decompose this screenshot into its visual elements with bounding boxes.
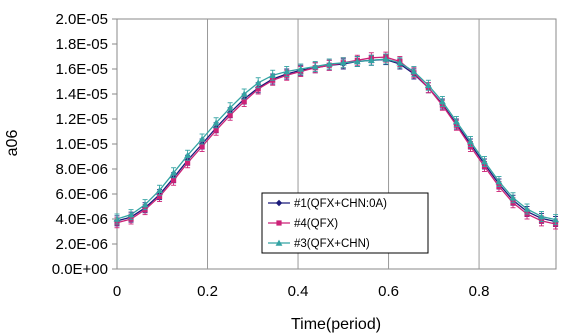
y-tick-label: 1.4E-05: [55, 86, 108, 103]
data-point: [481, 158, 488, 165]
data-point: [424, 81, 432, 88]
y-tick-label: 1.8E-05: [55, 36, 108, 53]
legend: #1(QFX+CHN:0A) #4(QFX) #3(QFX+CHN): [261, 192, 429, 254]
data-point: [410, 68, 418, 75]
data-point: [311, 63, 319, 70]
y-tick-label: 6.0E-06: [55, 186, 108, 203]
y-tick-label: 8.0E-06: [55, 161, 108, 178]
data-point: [240, 90, 248, 97]
x-tick-label: 0: [113, 283, 121, 300]
legend-label: #4(QFX): [294, 218, 338, 230]
data-point: [226, 104, 234, 111]
data-point: [297, 65, 305, 72]
y-tick-label: 4.0E-06: [55, 211, 108, 228]
legend-item: #1(QFX+CHN:0A): [268, 198, 387, 210]
data-point: [254, 79, 262, 86]
data-point: [439, 98, 446, 105]
legend-marker: [275, 199, 283, 207]
data-point: [325, 60, 333, 67]
legend-marker: [275, 239, 283, 246]
data-point: [156, 186, 163, 193]
legend-item: #4(QFX): [268, 218, 338, 230]
x-axis-ticks: 0 0.2 0.4 0.6 0.8: [113, 283, 490, 300]
data-point: [523, 205, 531, 212]
y-tick-label: 0.0E+00: [52, 261, 108, 278]
data-point: [255, 86, 261, 92]
x-tick-label: 0.6: [378, 283, 399, 300]
data-point: [467, 138, 474, 145]
x-tick-label: 0.4: [288, 283, 309, 300]
y-axis-ticks: 0.0E+00 2.0E-06 4.0E-06 6.0E-06 8.0E-06 1.0E-…: [52, 11, 117, 278]
legend-item: #3(QFX+CHN): [268, 238, 370, 250]
x-tick-label: 0.2: [197, 283, 218, 300]
legend-label: #1(QFX+CHN:0A): [294, 198, 387, 210]
y-axis-title: a06: [4, 130, 21, 157]
data-point: [199, 143, 205, 150]
data-point: [353, 58, 361, 65]
data-point: [495, 178, 503, 185]
y-tick-label: 1.0E-05: [55, 136, 108, 153]
x-axis-title: Time(period): [291, 316, 381, 333]
legend-label: #3(QFX+CHN): [294, 238, 370, 250]
data-point: [382, 55, 390, 62]
data-point: [184, 151, 192, 158]
data-point: [367, 56, 375, 63]
y-tick-label: 1.2E-05: [55, 111, 108, 128]
y-tick-label: 2.0E-05: [55, 11, 108, 28]
y-tick-label: 2.0E-06: [55, 236, 108, 253]
data-point: [552, 216, 559, 223]
data-point: [198, 135, 206, 142]
data-point: [212, 119, 220, 126]
series-layer: [113, 51, 559, 230]
data-point: [213, 127, 219, 133]
data-point: [509, 194, 517, 201]
data-point: [227, 112, 233, 118]
data-point: [283, 68, 291, 75]
data-point: [538, 213, 545, 220]
data-point: [170, 169, 177, 176]
y-tick-label: 1.6E-05: [55, 61, 108, 78]
data-point: [141, 201, 149, 208]
legend-items: #1(QFX+CHN:0A) #4(QFX) #3(QFX+CHN): [268, 198, 387, 250]
data-point: [339, 59, 347, 66]
data-point: [453, 118, 460, 125]
data-point: [127, 211, 135, 218]
data-point: [156, 193, 163, 200]
data-point: [241, 98, 247, 105]
x-tick-label: 0.8: [469, 283, 490, 300]
data-point: [185, 160, 191, 166]
series-3: [113, 53, 559, 226]
series-line: [116, 58, 556, 221]
data-point: [396, 59, 404, 66]
data-point: [269, 71, 277, 78]
legend-marker: [276, 220, 282, 226]
data-point: [170, 177, 177, 183]
